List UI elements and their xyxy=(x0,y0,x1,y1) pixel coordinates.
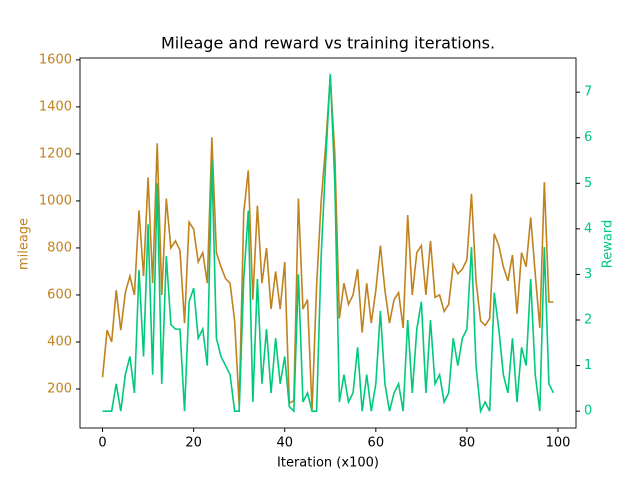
x-tick-label: 100 xyxy=(546,436,571,451)
x-tick-label: 40 xyxy=(276,436,293,451)
plot-frame xyxy=(79,57,577,429)
y-axis-label: mileage xyxy=(17,218,32,270)
y2-tick-label: 2 xyxy=(584,313,592,328)
y2-tick-label: 5 xyxy=(584,176,592,191)
y-tick-label: 1200 xyxy=(39,146,72,161)
y-tick-label: 1000 xyxy=(39,193,72,208)
y2-tick-label: 6 xyxy=(584,130,592,145)
y2-tick-label: 1 xyxy=(584,358,592,373)
y-tick-label: 800 xyxy=(47,240,72,255)
y2-tick-label: 4 xyxy=(584,221,592,236)
chart-title: Mileage and reward vs training iteration… xyxy=(161,34,495,53)
y-tick-label: 1600 xyxy=(39,52,72,67)
x-tick-label: 0 xyxy=(98,436,106,451)
y2-tick-label: 3 xyxy=(584,267,592,282)
y-tick-label: 400 xyxy=(47,334,72,349)
y-tick-label: 200 xyxy=(47,381,72,396)
x-axis-label: Iteration (x100) xyxy=(277,456,379,471)
series-line xyxy=(102,73,555,414)
x-tick-label: 20 xyxy=(185,436,202,451)
y2-tick-label: 7 xyxy=(584,85,592,100)
y2-tick-label: 0 xyxy=(584,404,592,419)
y-tick-label: 1400 xyxy=(39,99,72,114)
x-tick-label: 80 xyxy=(459,436,476,451)
y-tick-label: 600 xyxy=(47,287,72,302)
y2-axis-label: Reward xyxy=(601,220,616,268)
x-tick-label: 60 xyxy=(368,436,385,451)
